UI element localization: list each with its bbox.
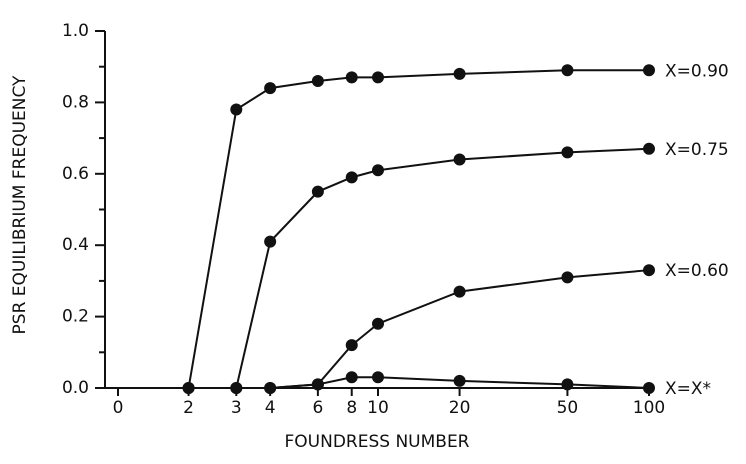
x-tick-label: 8 <box>346 398 357 418</box>
data-point <box>372 71 384 84</box>
data-point <box>453 67 466 80</box>
y-tick-label: 0.2 <box>62 307 89 327</box>
data-point <box>643 382 655 394</box>
data-point <box>372 164 384 177</box>
y-tick-label: 0.8 <box>62 92 89 112</box>
data-point <box>264 235 277 248</box>
data-point <box>345 339 358 352</box>
x-tick-label: 0 <box>113 398 124 418</box>
x-tick-label: 100 <box>633 398 665 418</box>
data-point <box>264 82 277 95</box>
data-point <box>182 382 195 394</box>
series-label: X=0.90 <box>665 61 729 81</box>
y-tick-label: 0.4 <box>62 235 89 255</box>
data-point <box>643 264 655 277</box>
x-tick-label: 6 <box>312 398 323 418</box>
data-point <box>264 382 277 394</box>
series-line <box>187 69 649 389</box>
series-label: X=0.60 <box>665 261 729 281</box>
data-point <box>561 378 574 391</box>
data-point <box>453 374 466 387</box>
data-point <box>311 185 324 198</box>
series-label: X=X* <box>665 379 711 399</box>
data-point <box>230 382 243 394</box>
data-point <box>345 371 358 384</box>
series-line <box>235 147 650 389</box>
data-point <box>345 71 358 84</box>
y-tick-label: 0.6 <box>62 164 89 184</box>
data-point <box>345 171 358 184</box>
x-axis-label: FOUNDRESS NUMBER <box>285 432 470 452</box>
data-point <box>643 142 655 155</box>
x-tick-label: 2 <box>183 398 194 418</box>
x-tick-label: 10 <box>367 398 389 418</box>
x-tick-label: 50 <box>557 398 579 418</box>
data-point <box>643 64 655 77</box>
data-point <box>372 317 384 330</box>
x-tick-label: 20 <box>449 398 471 418</box>
y-tick-label: 1.0 <box>62 21 89 41</box>
data-point <box>311 378 324 391</box>
data-point <box>372 371 384 384</box>
series-line <box>188 376 650 389</box>
data-point <box>453 285 466 298</box>
data-point <box>561 146 574 159</box>
data-point <box>453 153 466 166</box>
series-label: X=0.75 <box>665 140 729 160</box>
data-point <box>561 64 574 77</box>
data-point <box>311 74 324 87</box>
data-point <box>561 271 574 284</box>
x-tick-label: 3 <box>231 398 242 418</box>
y-axis-label: PSR EQUILIBRIUM FREQUENCY <box>10 75 30 335</box>
x-tick-label: 4 <box>265 398 276 418</box>
data-point <box>230 103 243 116</box>
y-tick-label: 0.0 <box>62 378 89 398</box>
